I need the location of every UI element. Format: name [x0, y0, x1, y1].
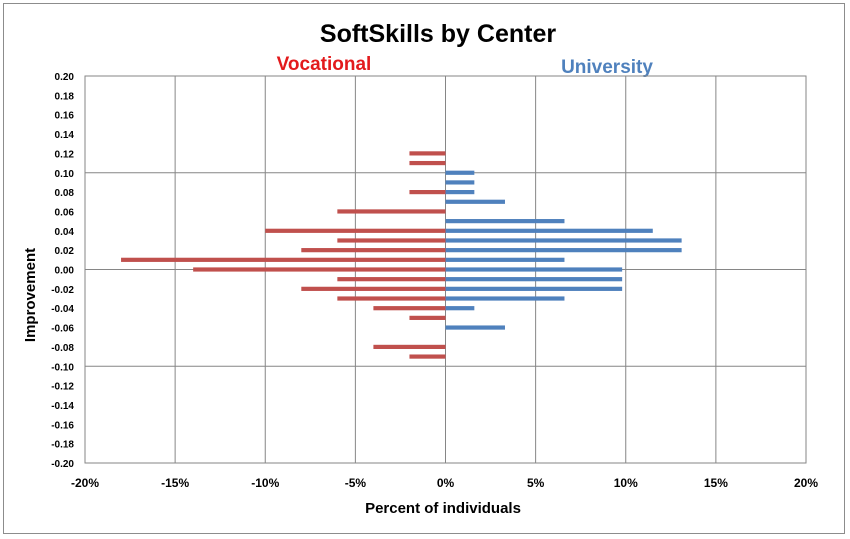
y-tick-labels: 0.20 0.18 0.16 0.14 0.12 0.10 0.08 0.06 0.04 0.02… — [51, 72, 74, 470]
vocational-bar — [373, 306, 446, 311]
x-axis-label: Percent of individuals — [365, 500, 521, 517]
vocational-bar — [337, 296, 446, 301]
legend-university: University — [561, 57, 653, 78]
university-bar — [445, 248, 682, 253]
vocational-bar — [409, 160, 446, 166]
x-tick-label: -5% — [345, 476, 367, 490]
y-tick-label: -0.02 — [51, 285, 74, 296]
y-tick-label: -0.16 — [51, 420, 74, 431]
y-axis-label: Improvement — [22, 248, 39, 342]
x-tick-label: 15% — [704, 476, 728, 490]
y-tick-label: 0.14 — [55, 130, 75, 141]
y-tick-label: -0.12 — [51, 382, 74, 393]
y-tick-label: -0.06 — [51, 324, 74, 335]
legend-vocational: Vocational — [277, 54, 372, 75]
university-bar — [445, 267, 623, 272]
y-tick-label: 0.04 — [55, 227, 75, 238]
y-tick-label: 0.06 — [55, 207, 75, 218]
university-bar — [445, 170, 475, 175]
y-tick-label: -0.08 — [51, 343, 74, 354]
plot-area — [84, 75, 807, 464]
y-tick-label: 0.08 — [55, 188, 75, 199]
x-tick-labels: -20% -15% -10% -5% 0% 5% 10% 15% 20% — [71, 476, 818, 490]
y-tick-label: -0.10 — [51, 362, 74, 373]
vocational-bar — [337, 238, 446, 243]
university-bar — [445, 219, 565, 224]
y-tick-label: 0.10 — [55, 169, 75, 180]
y-tick-label: 0.00 — [55, 266, 75, 277]
x-tick-label: -10% — [251, 476, 279, 490]
y-tick-label: -0.14 — [51, 401, 74, 412]
chart-frame — [3, 3, 845, 534]
x-tick-label: -20% — [71, 476, 99, 490]
university-bar — [445, 257, 565, 262]
vocational-bar — [301, 286, 446, 291]
x-tick-label: 10% — [614, 476, 638, 490]
y-tick-label: 0.18 — [55, 91, 75, 102]
vocational-bar — [193, 267, 446, 272]
university-bar — [445, 199, 505, 204]
y-tick-label: 0.02 — [55, 246, 75, 257]
x-tick-label: -15% — [161, 476, 189, 490]
university-bar — [445, 286, 623, 291]
y-tick-label: 0.12 — [55, 149, 75, 160]
vocational-bar — [409, 151, 446, 156]
vocational-bar — [409, 315, 446, 320]
university-bar — [445, 296, 565, 301]
vocational-bar — [409, 190, 446, 195]
y-tick-label: 0.20 — [55, 72, 75, 83]
vocational-bar — [337, 277, 446, 282]
vocational-bar — [373, 344, 446, 349]
x-tick-label: 5% — [527, 476, 545, 490]
y-tick-label: -0.18 — [51, 440, 74, 451]
vocational-bar — [265, 228, 446, 233]
university-bar — [445, 180, 475, 185]
vocational-bar — [409, 354, 446, 359]
x-tick-label: 20% — [794, 476, 818, 490]
y-tick-label: -0.20 — [51, 459, 74, 470]
vocational-bar — [337, 209, 446, 214]
y-tick-label: -0.04 — [51, 304, 74, 315]
vocational-bar — [301, 248, 446, 253]
chart-title: SoftSkills by Center — [320, 20, 556, 48]
university-bar — [445, 277, 623, 282]
x-tick-label: 0% — [437, 476, 455, 490]
university-bar — [445, 238, 682, 243]
university-bar — [445, 306, 475, 311]
bars — [121, 151, 682, 359]
vocational-bar — [121, 257, 446, 262]
y-tick-label: 0.16 — [55, 111, 75, 122]
university-bar — [445, 228, 653, 233]
university-bar — [445, 325, 505, 330]
university-bar — [445, 190, 475, 195]
